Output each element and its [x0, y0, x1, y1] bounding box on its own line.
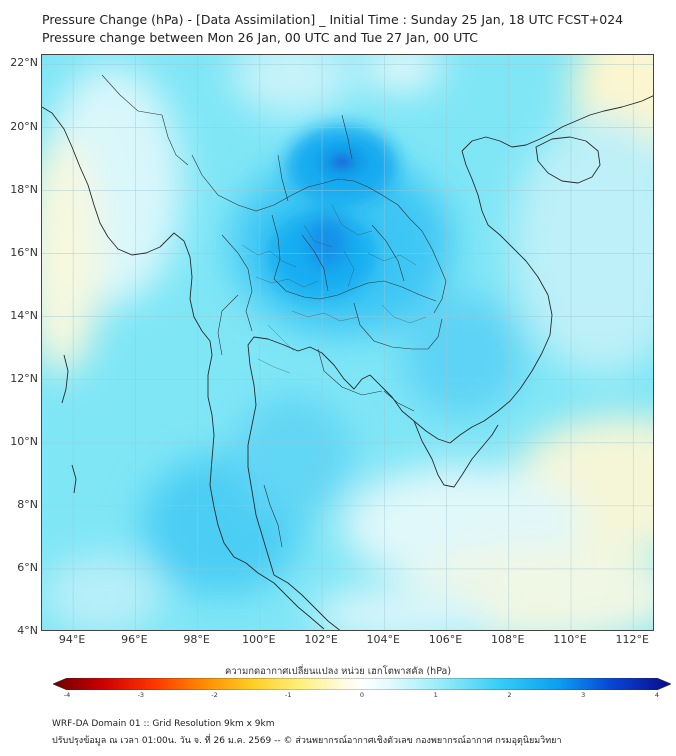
longitude-label: 110°E	[553, 633, 587, 646]
colorbar-tick-label: 3	[581, 691, 586, 699]
latitude-label: 14°N	[10, 308, 38, 322]
colorbar-tick-label: 0	[359, 691, 365, 699]
latitude-label: 16°N	[10, 245, 38, 259]
latitude-label: 12°N	[10, 371, 38, 385]
longitude-label: 102°E	[304, 633, 338, 646]
longitude-label: 94°E	[58, 633, 86, 646]
colorbar-tick-label: 4	[654, 691, 660, 699]
colorbar-tick-label: 1	[433, 691, 438, 699]
footer-model-info: WRF-DA Domain 01 :: Grid Resolution 9km …	[52, 719, 275, 729]
latitude-label: 22°N	[10, 56, 38, 70]
colorbar	[53, 678, 671, 690]
colorbar-tick-label: -4	[63, 691, 71, 699]
pressure-change-map	[42, 55, 653, 630]
longitude-label: 96°E	[121, 633, 148, 646]
longitude-label: 112°E	[615, 633, 649, 646]
colorbar-tick-label: -3	[137, 691, 144, 699]
longitude-label: 98°E	[183, 633, 210, 646]
coastlines	[42, 95, 653, 630]
longitude-label: 106°E	[428, 633, 463, 646]
pressure-maximum	[312, 140, 372, 184]
latitude-label: 10°N	[10, 434, 38, 448]
colorbar-title: ความกดอากาศเปลี่ยนแปลง หน่วย เฮกโตพาสคัล…	[224, 666, 452, 677]
latitude-label: 18°N	[10, 182, 38, 196]
province-borders	[241, 204, 427, 374]
pressure-field	[42, 55, 653, 630]
map-subtitle: Pressure change between Mon 26 Jan, 00 U…	[42, 30, 478, 45]
longitude-label: 100°E	[242, 633, 276, 646]
latitude-label: 6°N	[17, 560, 38, 574]
longitude-label: 108°E	[491, 633, 525, 646]
colorbar-tick-label: -2	[211, 691, 218, 699]
longitude-label: 104°E	[366, 633, 401, 646]
latitude-label: 4°N	[17, 624, 38, 637]
colorbar-tick-label: 2	[507, 691, 512, 699]
country-borders	[101, 74, 447, 548]
footer-update-info: ปรับปรุงข้อมูล ณ เวลา 01:00น. วัน จ. ที่…	[52, 736, 562, 746]
map-panel[interactable]	[41, 54, 654, 631]
colorbar-tick-label: -1	[285, 691, 292, 699]
graticule	[42, 55, 653, 630]
map-title: Pressure Change (hPa) - [Data Assimilati…	[42, 12, 624, 27]
latitude-label: 20°N	[10, 119, 38, 133]
latitude-label: 8°N	[17, 497, 38, 511]
